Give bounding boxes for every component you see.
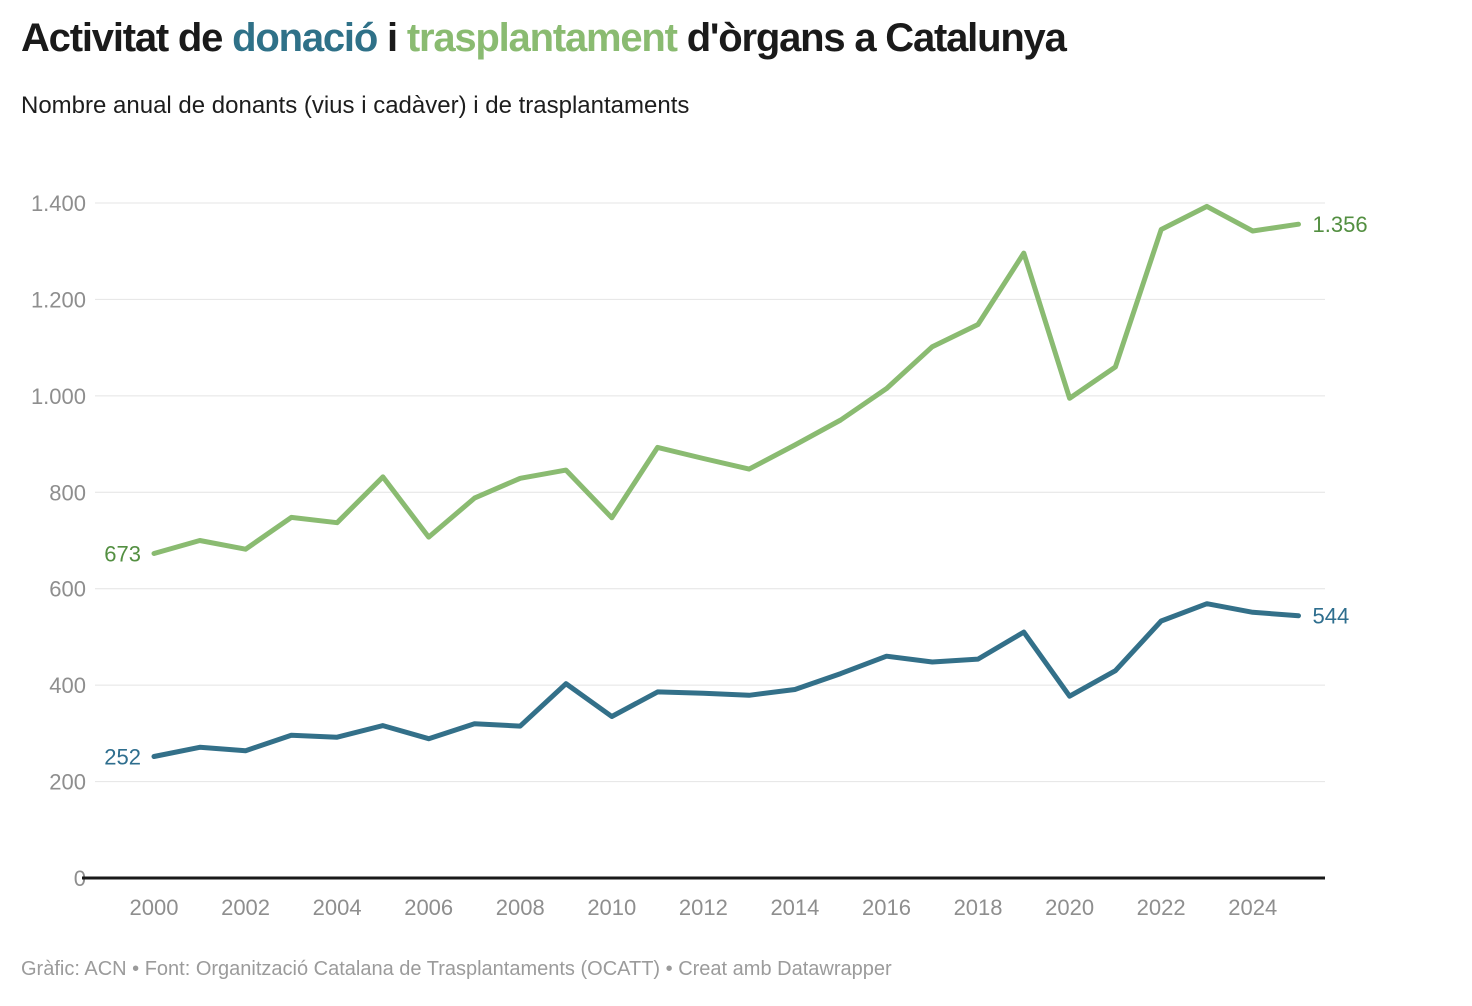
x-tick-label-2014: 2014 [770, 895, 819, 920]
x-tick-label-2008: 2008 [496, 895, 545, 920]
donants-start-value-label: 252 [104, 745, 141, 770]
y-tick-label-1.000: 1.000 [31, 384, 86, 409]
y-tick-label-600: 600 [49, 577, 86, 602]
title-part-donacio: donació [232, 16, 378, 60]
x-tick-label-2024: 2024 [1228, 895, 1277, 920]
chart-subtitle: Nombre anual de donants (vius i cadàver)… [21, 92, 690, 119]
donants-end-value-label: 544 [1313, 604, 1350, 629]
trasplantaments-line [151, 203, 1301, 556]
x-tick-label-2018: 2018 [954, 895, 1003, 920]
y-tick-label-400: 400 [49, 673, 86, 698]
title-part-trasplantament: trasplantament [406, 16, 678, 60]
trasplantaments-end-value-label: 1.356 [1313, 212, 1368, 237]
y-tick-label-1.200: 1.200 [31, 287, 86, 312]
y-tick-label-1.400: 1.400 [31, 191, 86, 216]
x-tick-label-2004: 2004 [313, 895, 362, 920]
x-tick-label-2020: 2020 [1045, 895, 1094, 920]
x-tick-label-2016: 2016 [862, 895, 911, 920]
title-part-i: i [377, 16, 407, 60]
x-tick-label-2012: 2012 [679, 895, 728, 920]
donants-line [151, 601, 1301, 759]
trasplantaments-start-value-label: 673 [104, 542, 141, 567]
x-tick-label-2000: 2000 [130, 895, 179, 920]
y-tick-label-800: 800 [49, 480, 86, 505]
title-part-activitat-de: Activitat de [21, 16, 233, 60]
chart-title: Activitat de donació i trasplantament d'… [21, 16, 1067, 61]
title-part-organs-catalunya: d'òrgans a Catalunya [676, 16, 1067, 60]
x-tick-label-2010: 2010 [587, 895, 636, 920]
y-tick-label-0: 0 [74, 866, 86, 891]
y-tick-label-200: 200 [49, 770, 86, 795]
x-tick-label-2022: 2022 [1137, 895, 1186, 920]
x-tick-label-2002: 2002 [221, 895, 270, 920]
x-tick-label-2006: 2006 [404, 895, 453, 920]
source-attribution: Gràfic: ACN • Font: Organització Catalan… [21, 958, 892, 980]
